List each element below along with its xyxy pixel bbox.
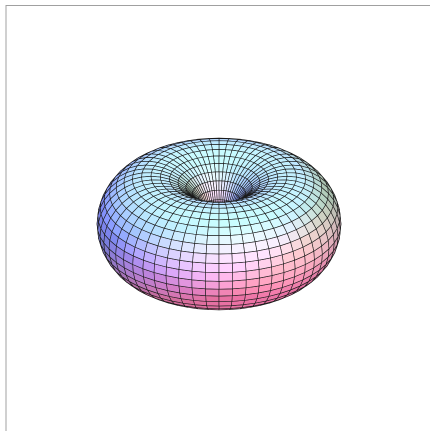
surface-patch [197, 218, 210, 228]
surface-patch [275, 179, 287, 184]
surface-patch [218, 140, 228, 145]
surface-patch [218, 288, 233, 297]
surface-patch [209, 212, 220, 221]
surface-patch [191, 270, 206, 282]
surface-patch [276, 176, 288, 181]
surface-patch [218, 271, 233, 282]
surface-patch [218, 301, 233, 307]
surface-patch [218, 207, 228, 214]
surface-patch [210, 207, 220, 214]
surface-patch [205, 280, 220, 290]
surface-patch [211, 204, 220, 209]
surface-patch [150, 176, 162, 181]
surface-patch [218, 219, 230, 228]
surface-patch [191, 261, 206, 273]
surface-patch [205, 271, 220, 282]
surface-patch [232, 270, 247, 282]
surface-patch [227, 212, 239, 220]
surface-patch [232, 261, 247, 273]
surface-patch [230, 243, 245, 254]
surface-patch [205, 295, 220, 303]
surface-patch [205, 253, 220, 264]
surface-patch [205, 301, 220, 307]
surface-patch [230, 234, 244, 245]
surface-patch [195, 225, 209, 236]
surface-patch [208, 219, 220, 228]
surface-patch [244, 250, 259, 263]
surface-patch [167, 248, 182, 261]
surface-patch [193, 243, 208, 254]
torus-surface [96, 137, 342, 311]
surface-patch [141, 168, 153, 174]
surface-patch [210, 140, 220, 145]
surface-patch [229, 225, 243, 236]
surface-patch [218, 226, 231, 236]
surface-patch [218, 235, 232, 245]
surface-patch [256, 248, 271, 261]
surface-patch [206, 235, 220, 245]
surface-patch [179, 250, 194, 263]
surface-patch [232, 279, 247, 290]
surface-patch [207, 226, 220, 236]
surface-patch [191, 279, 206, 290]
surface-patch [194, 234, 208, 245]
surface-patch [192, 252, 207, 264]
surface-patch [199, 212, 211, 220]
surface-patch [151, 179, 163, 184]
surface-patch [218, 244, 233, 255]
surface-patch [205, 244, 220, 255]
surface-patch [218, 253, 233, 264]
frame [5, 5, 430, 431]
surface-patch [218, 262, 233, 273]
surface-patch [218, 212, 229, 221]
surface-patch [231, 252, 246, 264]
surface-patch [218, 295, 233, 303]
surface-patch [218, 204, 227, 209]
surface-patch [218, 280, 233, 290]
surface-patch [228, 218, 241, 228]
surface-patch [205, 262, 220, 273]
surface-patch [205, 288, 220, 297]
surface-patch [284, 168, 297, 174]
